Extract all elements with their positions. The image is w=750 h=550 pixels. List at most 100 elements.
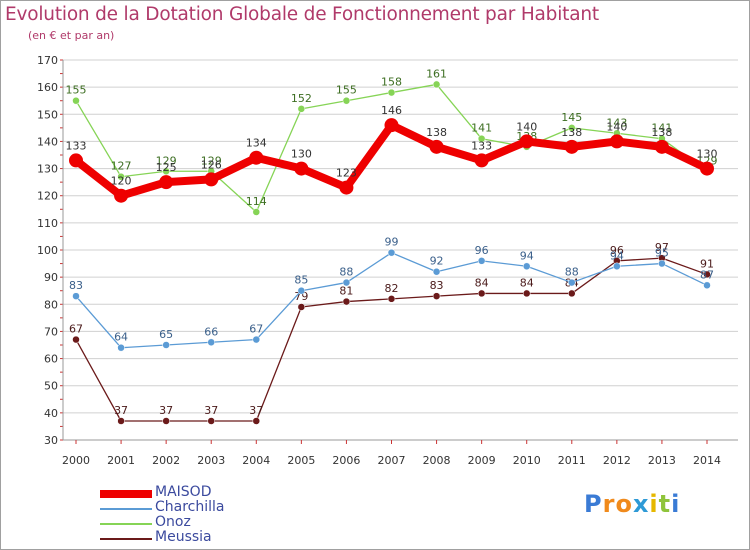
logo-letter: o — [615, 490, 633, 518]
x-tick-label: 2014 — [693, 454, 721, 467]
data-point — [72, 292, 80, 300]
data-point — [252, 417, 261, 425]
data-label: 129 — [201, 154, 222, 167]
x-tick-label: 2009 — [468, 454, 496, 467]
data-label: 138 — [426, 126, 447, 139]
data-label: 96 — [475, 244, 489, 257]
x-tick-label: 2008 — [423, 454, 451, 467]
data-point — [432, 80, 441, 89]
x-tick-label: 2005 — [287, 454, 315, 467]
data-label: 143 — [606, 116, 627, 129]
legend-item-charchilla: Charchilla — [100, 499, 400, 516]
data-point — [159, 175, 174, 190]
data-label: 133 — [471, 139, 492, 152]
data-label: 82 — [385, 282, 399, 295]
data-point — [297, 303, 306, 311]
data-point — [72, 335, 80, 344]
legend-item-maisod: MAISOD — [100, 484, 400, 501]
data-label: 96 — [610, 244, 624, 257]
data-label: 145 — [561, 111, 582, 124]
data-point — [69, 153, 83, 168]
data-point — [342, 96, 351, 105]
chart-title: Evolution de la Dotation Globale de Fonc… — [5, 4, 599, 25]
data-point — [249, 150, 264, 165]
data-point — [429, 139, 444, 154]
data-label: 87 — [700, 268, 714, 281]
data-point — [297, 286, 306, 295]
data-label: 94 — [520, 249, 534, 262]
data-point — [207, 417, 215, 425]
x-tick-label: 2006 — [332, 454, 360, 467]
y-tick-label: 70 — [44, 325, 58, 338]
data-label: 127 — [111, 160, 132, 173]
data-point — [432, 292, 441, 300]
data-point — [658, 259, 666, 268]
y-tick-label: 40 — [44, 407, 58, 420]
legend-label: MAISOD — [155, 484, 212, 500]
data-label: 37 — [204, 404, 218, 417]
data-point — [654, 139, 669, 154]
data-label: 91 — [700, 257, 714, 270]
data-label: 83 — [69, 279, 83, 292]
data-point — [117, 417, 125, 425]
data-point — [297, 105, 306, 113]
legend-swatch-charchilla — [100, 508, 152, 510]
y-tick-label: 100 — [37, 244, 58, 257]
legend-label: Onoz — [155, 514, 191, 530]
data-label: 88 — [339, 266, 353, 279]
data-label: 99 — [385, 236, 399, 249]
data-point — [703, 270, 711, 279]
y-tick-label: 110 — [37, 217, 58, 230]
data-label: 64 — [114, 331, 128, 344]
data-point — [387, 88, 396, 97]
y-tick-label: 30 — [44, 434, 58, 447]
x-tick-label: 2010 — [513, 454, 541, 467]
y-tick-label: 60 — [44, 353, 58, 366]
x-tick-label: 2012 — [603, 454, 631, 467]
y-tick-label: 80 — [44, 298, 58, 311]
y-tick-label: 130 — [37, 163, 58, 176]
data-label: 161 — [426, 67, 447, 80]
data-point — [568, 278, 576, 287]
data-point — [162, 417, 170, 425]
data-point — [477, 289, 486, 298]
data-label: 125 — [156, 161, 177, 174]
data-label: 97 — [655, 241, 669, 254]
legend-swatch-maisod — [100, 490, 152, 498]
x-tick-label: 2002 — [152, 454, 180, 467]
data-point — [522, 262, 531, 271]
data-point — [384, 118, 399, 133]
data-point — [522, 289, 531, 298]
data-point — [117, 172, 125, 181]
legend-swatch-meussia — [100, 538, 152, 540]
data-point — [114, 188, 129, 203]
x-tick-label: 2004 — [242, 454, 270, 467]
data-point — [474, 153, 489, 168]
legend-label: Meussia — [155, 529, 212, 545]
data-label: 95 — [655, 247, 669, 260]
x-tick-label: 2000 — [62, 454, 90, 467]
chart-legend: MAISOD Charchilla Onoz Meussia — [100, 484, 400, 546]
data-label: 94 — [610, 249, 624, 262]
logo-letter: t — [658, 490, 672, 518]
data-label: 81 — [339, 285, 353, 298]
x-tick-label: 2007 — [378, 454, 406, 467]
data-label: 65 — [159, 328, 173, 341]
data-point — [162, 341, 170, 349]
data-label: 152 — [291, 92, 312, 105]
data-point — [700, 161, 714, 176]
data-label: 79 — [294, 290, 308, 303]
data-label: 114 — [246, 195, 267, 208]
data-label: 138 — [561, 126, 582, 139]
data-label: 67 — [69, 323, 83, 336]
data-point — [568, 124, 576, 132]
data-point — [339, 180, 354, 195]
x-tick-label: 2001 — [107, 454, 135, 467]
legend-swatch-onoz — [100, 523, 152, 525]
data-label: 146 — [381, 104, 402, 117]
data-point — [568, 289, 576, 298]
data-point — [609, 134, 624, 149]
data-point — [204, 172, 219, 187]
legend-item-onoz: Onoz — [100, 514, 400, 531]
